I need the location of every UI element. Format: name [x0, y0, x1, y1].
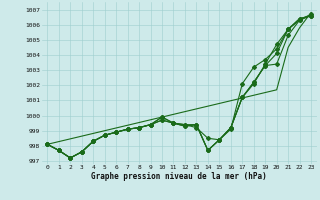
X-axis label: Graphe pression niveau de la mer (hPa): Graphe pression niveau de la mer (hPa) — [91, 172, 267, 181]
